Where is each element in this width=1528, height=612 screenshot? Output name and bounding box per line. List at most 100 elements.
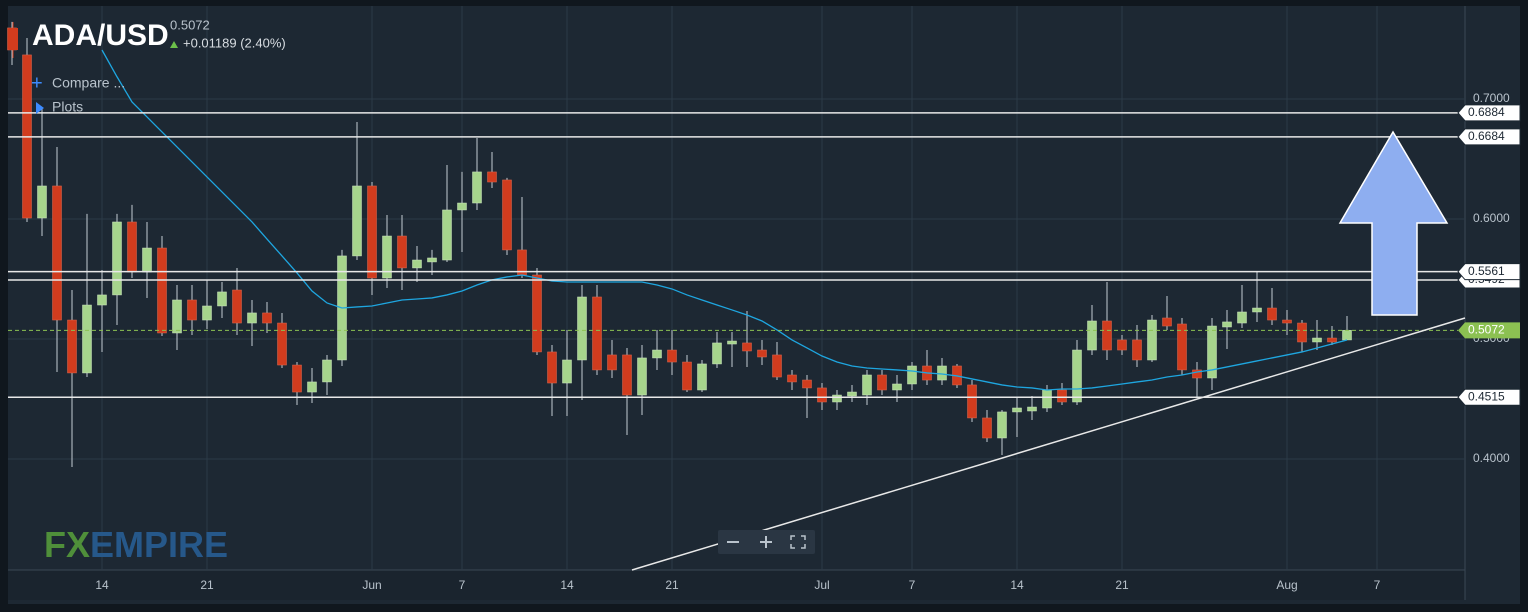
candle-body [1042,389,1052,409]
candle-body [982,417,992,439]
level-tag [1457,128,1521,146]
candle-body [1177,323,1187,371]
x-tick-label: 7 [459,578,466,592]
candle-body [82,304,92,374]
candle-body [1102,320,1112,351]
candle-body [1012,407,1022,413]
candle-body [97,294,107,306]
compare-icon[interactable]: + [31,72,43,94]
candle-body [772,354,782,378]
candle-body [217,291,227,307]
plot-background [8,6,1520,604]
price-tag [1458,322,1520,339]
candle-body [187,299,197,321]
candle-body [1282,319,1292,324]
moving-average [101,49,1348,391]
level-tag [1457,104,1521,122]
watermark-fx: FX [44,524,90,565]
candle-body [232,289,242,324]
x-tick-label: 21 [665,578,679,592]
header-icon [9,28,18,50]
candle-body [637,357,647,396]
candle-body [907,365,917,385]
candle-body [1027,406,1037,412]
candle-body [1162,317,1172,327]
candle-body [52,185,62,321]
x-axis-band [8,570,1465,600]
x-tick-label: 21 [1115,578,1129,592]
x-tick-label: 21 [200,578,214,592]
level-tag [1457,388,1521,406]
candle-body [562,359,572,384]
candle-body [1237,311,1247,324]
price-label: 0.5072 [1468,323,1505,337]
candle-body [997,411,1007,439]
candle-body [742,342,752,352]
candle-body [1342,330,1352,341]
candle-body [847,391,857,397]
candle-body [967,384,977,419]
candle-body [262,312,272,324]
candle-body [1057,389,1067,403]
level-label: 0.6884 [1468,105,1505,119]
candle-body [1297,322,1307,343]
symbol: ADA/USD [32,19,169,52]
candle-body [727,340,737,345]
candle-body [412,259,422,269]
level-label: 0.5561 [1468,264,1505,278]
x-tick-label: 14 [95,578,109,592]
candle-body [382,235,392,279]
candle-body [787,374,797,383]
candle-body [1327,337,1337,343]
candle-body [1312,337,1322,343]
x-tick-label: 7 [1374,578,1381,592]
level-label: 0.6684 [1468,129,1505,143]
candle-body [367,185,377,279]
plots-button[interactable]: Plots [52,99,83,115]
fullscreen[interactable] [790,535,806,549]
candle-body [937,365,947,381]
candle-body [1087,320,1097,351]
marks [7,21,1458,468]
labels: 0.40000.50000.60000.70001421Jun71421Jul7… [95,91,1521,592]
candle-body [892,383,902,391]
candle-body [142,247,152,273]
candle-body [622,354,632,396]
level-label: 0.4515 [1468,389,1505,403]
candle-body [112,221,122,296]
candle-body [577,296,587,361]
candle-body [667,349,677,363]
candle-body [697,363,707,391]
candle-body [202,305,212,321]
candle-body [247,312,257,324]
candle-body [757,349,767,358]
candle-body [397,235,407,269]
candle-body [127,221,137,273]
up-arrow [1338,130,1449,316]
compare-button[interactable]: Compare ... [52,75,125,91]
candle-body [292,364,302,393]
candle-body [487,171,497,183]
candle-body [712,342,722,365]
x-tick-label: Aug [1276,578,1297,592]
candle-body [862,374,872,396]
watermark-empire: EMPIRE [90,524,228,565]
change: +0.01189 (2.40%) [183,35,286,50]
candle-body [592,296,602,371]
candle-body [277,322,287,366]
candle-body [172,299,182,334]
plots-icon[interactable] [36,102,44,114]
level-tag [1457,263,1521,281]
candle-body [1117,339,1127,351]
candle-body [457,202,467,211]
x-tick-label: 14 [1010,578,1024,592]
candle-body [1267,307,1277,321]
candle-body [472,171,482,204]
y-tick-label: 0.7000 [1473,91,1510,105]
candle-body [1207,325,1217,379]
y-tick-label: 0.6000 [1473,211,1510,225]
candle-body [307,381,317,393]
candle-body [1222,321,1232,328]
candle-body [1192,369,1202,379]
